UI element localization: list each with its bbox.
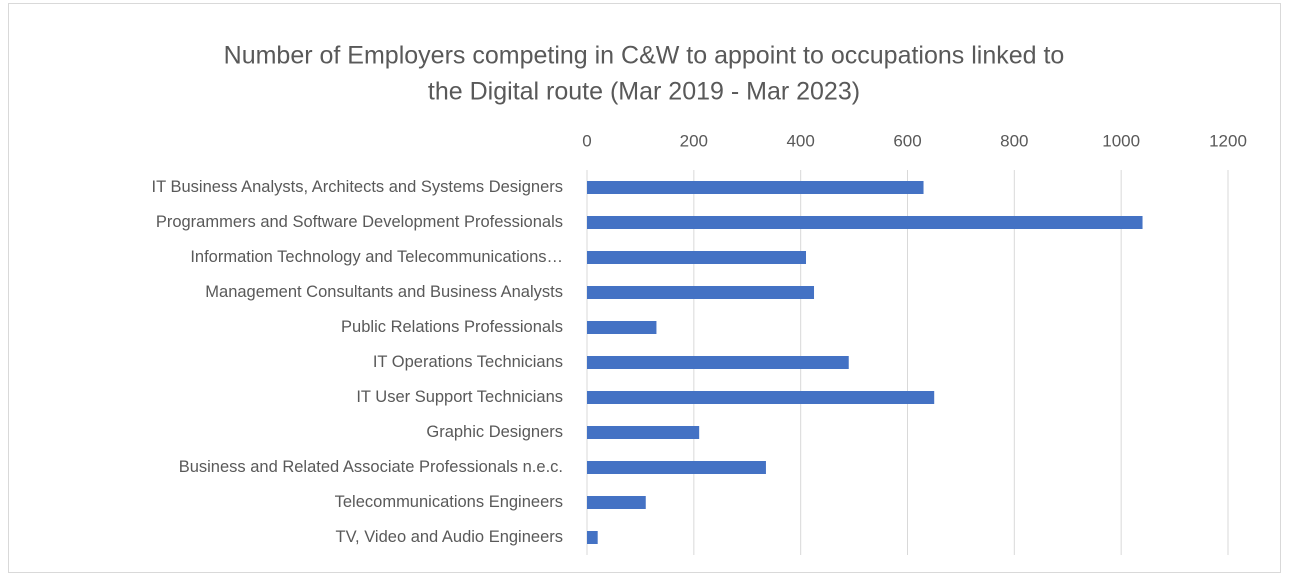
y-tick-label: Telecommunications Engineers: [335, 493, 563, 511]
x-tick-label: 1000: [1102, 131, 1140, 150]
y-tick-label: Public Relations Professionals: [341, 318, 563, 336]
y-tick-label: IT Operations Technicians: [373, 353, 563, 371]
x-tick-label: 800: [1000, 131, 1028, 150]
bar: [587, 181, 924, 194]
bar: [587, 216, 1143, 229]
x-tick-label: 200: [680, 131, 708, 150]
chart-title: Number of Employers competing in C&W to …: [224, 42, 1065, 70]
y-tick-label: TV, Video and Audio Engineers: [335, 528, 563, 546]
bar: [587, 391, 935, 404]
chart-title: the Digital route (Mar 2019 - Mar 2023): [428, 78, 860, 106]
bar: [587, 251, 807, 264]
y-tick-label: Business and Related Associate Professio…: [179, 458, 563, 476]
y-tick-label: Information Technology and Telecommunica…: [190, 248, 563, 266]
x-tick-label: 600: [893, 131, 921, 150]
bar: [587, 426, 700, 439]
y-tick-label: Programmers and Software Development Pro…: [156, 213, 563, 231]
x-tick-label: 1200: [1209, 131, 1247, 150]
x-tick-label: 400: [786, 131, 814, 150]
y-tick-label: IT User Support Technicians: [356, 388, 563, 406]
bar: [587, 531, 598, 544]
bar: [587, 286, 815, 299]
bar: [587, 356, 849, 369]
bar: [587, 461, 766, 474]
x-tick-label: 0: [582, 131, 591, 150]
bar: [587, 496, 646, 509]
bar: [587, 321, 657, 334]
y-tick-label: IT Business Analysts, Architects and Sys…: [152, 178, 563, 196]
y-tick-label: Graphic Designers: [426, 423, 563, 441]
y-tick-label: Management Consultants and Business Anal…: [205, 283, 563, 301]
